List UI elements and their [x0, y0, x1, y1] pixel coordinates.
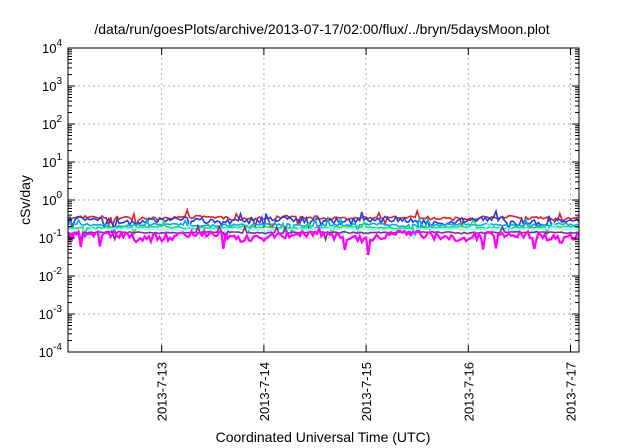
x-axis-title: Coordinated Universal Time (UTC): [216, 429, 431, 445]
y-tick-label: 10-2: [39, 266, 63, 284]
series-line: [67, 220, 580, 241]
series-line: [67, 208, 580, 234]
x-tick-label: 2013-7-14: [257, 362, 272, 421]
grid: [68, 48, 579, 352]
y-axis-title: cSv/day: [17, 175, 33, 225]
axes: 10-4 10-3 10-2 10-1 100 101 102 103 104 2013-7-13…: [39, 38, 579, 421]
y-tick-label: 101: [42, 152, 62, 170]
series-line: [67, 223, 580, 244]
series-line: [68, 224, 580, 256]
x-tick-label: 2013-7-15: [359, 362, 374, 421]
y-tick-label: 10-4: [39, 342, 63, 360]
y-tick-label: 100: [42, 190, 62, 208]
series-lines: [67, 207, 580, 256]
chart-title: /data/run/goesPlots/archive/2013-07-17/0…: [94, 21, 549, 37]
y-tick-label: 10-1: [39, 228, 63, 246]
y-tick-label: 102: [42, 114, 62, 132]
y-tick-label: 103: [42, 76, 62, 94]
y-tick-label: 104: [42, 38, 62, 56]
series-line: [67, 218, 580, 240]
x-tick-label: 2013-7-16: [461, 362, 476, 421]
series-line: [67, 216, 580, 237]
x-tick-label: 2013-7-13: [155, 362, 170, 421]
y-tick-label: 10-3: [39, 304, 63, 322]
x-tick-label: 2013-7-17: [563, 362, 578, 421]
